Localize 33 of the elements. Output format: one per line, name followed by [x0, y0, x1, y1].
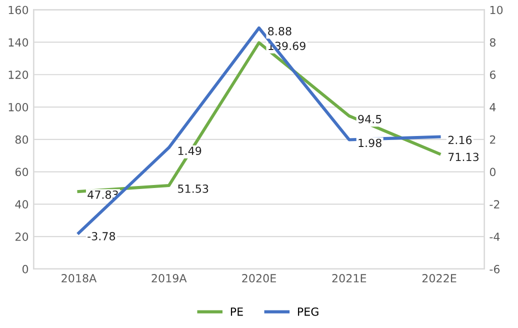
x-tick-label: 2022E: [422, 274, 456, 282]
x-tick-label: 2021E: [332, 274, 366, 282]
data-label: -3.78: [88, 232, 116, 240]
data-label: 8.88: [268, 26, 292, 36]
x-tick-label: 2020E: [242, 274, 276, 282]
data-label: 2.16: [448, 136, 472, 144]
data-label: 94.5: [358, 114, 382, 124]
legend-label: PE: [230, 308, 243, 316]
y-tick-label: 160: [8, 6, 28, 14]
y-tick-label: 60: [15, 168, 28, 176]
y-tick-label: 140: [8, 38, 28, 47]
y-tick-label: 20: [15, 232, 28, 241]
y-tick-label: 0: [22, 264, 28, 274]
y2-tick-label: -6: [490, 264, 500, 274]
y2-tick-label: 4: [490, 103, 496, 112]
legend-label: PEG: [298, 307, 318, 316]
data-label: 71.13: [448, 152, 479, 162]
y-tick-label: 100: [8, 102, 28, 112]
y2-tick-label: -2: [490, 200, 500, 208]
y-tick-label: 40: [15, 200, 28, 209]
y2-tick-label: 0: [490, 168, 496, 176]
x-tick-label: 2019A: [152, 274, 187, 282]
y2-tick-label: -4: [490, 232, 500, 241]
y2-tick-label: 8: [490, 38, 496, 47]
y-tick-label: 120: [8, 70, 28, 79]
y2-tick-label: 2: [490, 135, 496, 144]
y2-tick-label: 6: [490, 70, 496, 79]
data-label: 51.53: [178, 184, 208, 193]
y-tick-label: 80: [15, 135, 28, 144]
data-label: 1.98: [358, 138, 382, 148]
y2-tick-label: 10: [490, 6, 503, 14]
x-tick-label: 2018A: [62, 274, 97, 282]
data-label: 1.49: [178, 146, 202, 156]
